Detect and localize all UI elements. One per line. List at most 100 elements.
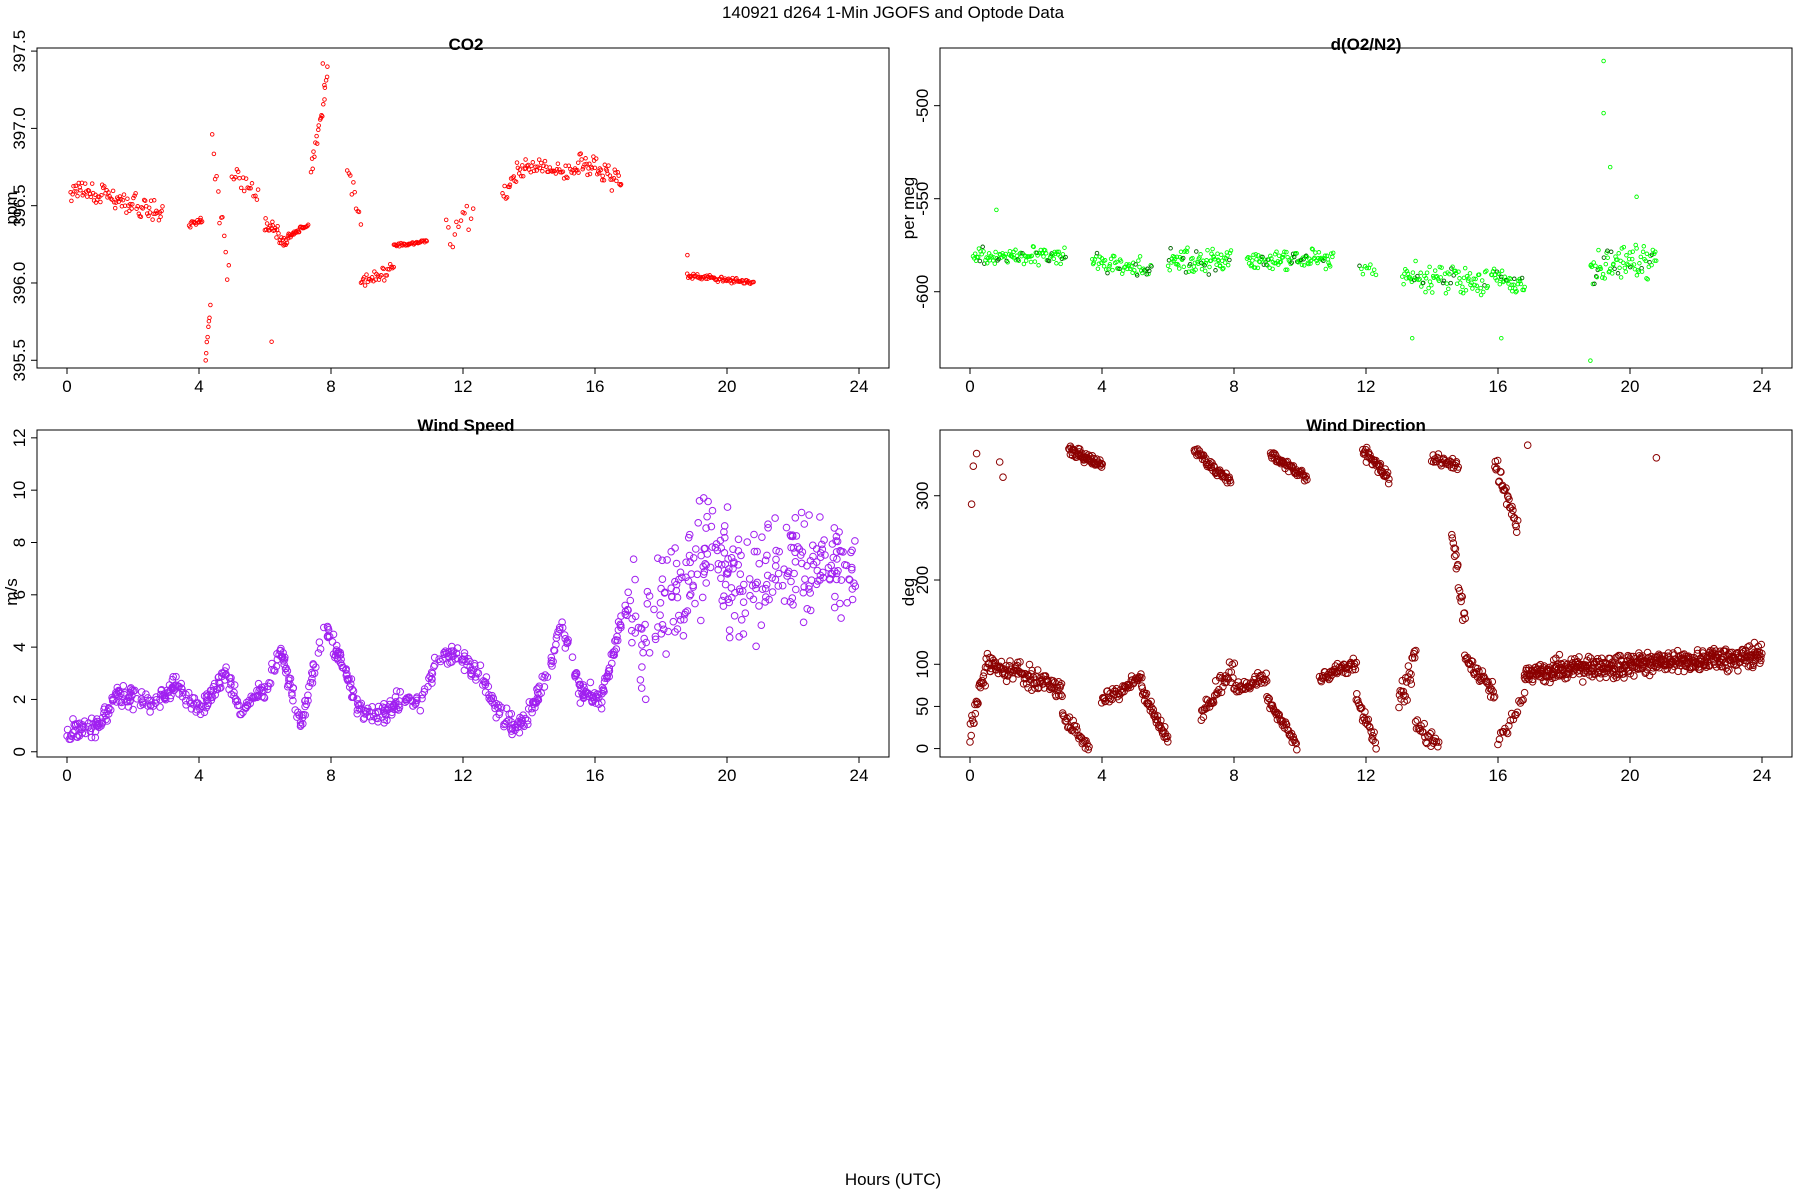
wind-speed-panel-title: Wind Speed	[417, 416, 514, 435]
co2-point	[576, 170, 581, 175]
do2n2-point	[1593, 263, 1598, 269]
co2-point	[241, 188, 247, 194]
wind-speed-point	[623, 611, 631, 620]
do2n2-point	[1021, 261, 1027, 267]
wind-speed-point	[256, 685, 265, 693]
co2-point	[587, 161, 592, 167]
wind-speed-point	[610, 651, 619, 659]
wind-direction-point	[1549, 661, 1557, 670]
wind-speed-point	[806, 606, 815, 615]
co2-point	[269, 339, 274, 344]
wind-speed-point	[667, 547, 676, 556]
do2n2-point	[1173, 261, 1179, 267]
co2-point	[69, 198, 74, 204]
do2n2-point	[1404, 268, 1410, 274]
do2n2-point	[1647, 259, 1652, 265]
wind-speed-point	[745, 575, 754, 583]
wind-speed-point	[720, 592, 728, 601]
wind-direction-point	[1353, 690, 1361, 698]
wind-direction-point	[1262, 669, 1270, 678]
wind-direction-point	[1610, 661, 1618, 669]
do2n2-point	[1468, 282, 1473, 288]
do2n2-point	[1031, 244, 1036, 250]
wind-direction-point	[1471, 669, 1479, 677]
wind-speed-point	[314, 649, 323, 657]
wind-speed-point	[641, 695, 650, 704]
wind-speed-point	[673, 593, 682, 602]
wind-speed-point	[473, 668, 481, 677]
do2n2-point	[1621, 244, 1627, 250]
wind-speed-point	[610, 647, 619, 656]
wind-speed-point	[749, 595, 758, 604]
do2n2-point	[1172, 254, 1177, 260]
do2n2-point	[1607, 164, 1613, 170]
wind-speed-point	[418, 694, 426, 703]
wind-speed-point	[299, 710, 308, 719]
wind-direction-x-ticks: 0 4 8 12 16 20 24	[965, 757, 1771, 785]
wind-speed-point	[837, 576, 846, 584]
wind-speed-point	[460, 649, 469, 657]
wind-direction-point	[1361, 708, 1369, 716]
wind-direction-point	[1509, 506, 1517, 515]
wind-direction-point	[1710, 644, 1718, 653]
co2-point	[248, 186, 253, 191]
wind-speed-point	[195, 701, 204, 709]
wind-speed-point	[707, 522, 716, 531]
co2-point	[255, 187, 261, 192]
wind-speed-point	[73, 720, 82, 728]
wind-direction-point	[1148, 704, 1156, 712]
wind-speed-point	[725, 626, 734, 635]
co2-point	[310, 166, 315, 172]
wind-speed-point	[672, 559, 681, 568]
wind-direction-point	[1229, 674, 1237, 682]
wind-direction-point	[1419, 728, 1427, 736]
wind-direction-point	[1234, 678, 1243, 686]
co2-point	[468, 216, 474, 221]
co2-point	[456, 224, 461, 230]
do2n2-point	[1321, 258, 1326, 264]
wind-speed-point	[723, 570, 732, 578]
co2-point	[564, 174, 569, 180]
do2n2-point	[1474, 283, 1480, 289]
wind-direction-point	[1353, 696, 1362, 705]
co2-point	[684, 271, 690, 276]
wind-speed-point	[671, 544, 679, 552]
wind-direction-point	[1454, 560, 1462, 569]
wind-direction-point	[970, 719, 978, 728]
wind-speed-point	[363, 704, 372, 713]
wind-direction-point	[1112, 684, 1121, 693]
wind-speed-point	[449, 652, 458, 660]
wind-direction-point	[1402, 678, 1411, 686]
wind-speed-point	[617, 612, 625, 620]
co2-point	[134, 206, 139, 211]
do2n2-point	[1447, 271, 1452, 277]
wind-direction-point	[1057, 691, 1065, 699]
co2-point	[198, 215, 203, 221]
wind-speed-point	[758, 533, 766, 542]
co2-x-ticks: 0 4 8 12 16 20 24	[62, 368, 868, 396]
wind-speed-point	[757, 621, 766, 630]
wind-direction-point	[1072, 722, 1081, 731]
do2n2-point	[1174, 254, 1180, 260]
wind-direction-point	[1641, 669, 1650, 678]
co2-point	[582, 162, 587, 167]
co2-point	[226, 263, 232, 268]
do2n2-point	[1259, 256, 1264, 262]
wind-speed-point	[638, 663, 646, 671]
do2n2-point	[1144, 272, 1149, 277]
wind-speed-point	[98, 718, 107, 727]
wind-speed-point	[568, 653, 577, 662]
do2n2-point	[1322, 253, 1328, 259]
do2n2-x-ticks: 0 4 8 12 16 20 24	[965, 368, 1771, 396]
wind-speed-point	[246, 699, 254, 708]
wind-direction-point	[1493, 456, 1502, 465]
co2-point	[600, 173, 605, 179]
wind-speed-point	[831, 592, 839, 601]
do2n2-point	[1649, 262, 1654, 268]
wind-speed-point	[704, 497, 712, 506]
wind-direction-point	[1370, 728, 1378, 737]
wind-direction-point	[1412, 646, 1420, 655]
co2-point	[530, 160, 536, 165]
wind-speed-point	[654, 623, 662, 631]
do2n2-point	[1035, 253, 1040, 258]
